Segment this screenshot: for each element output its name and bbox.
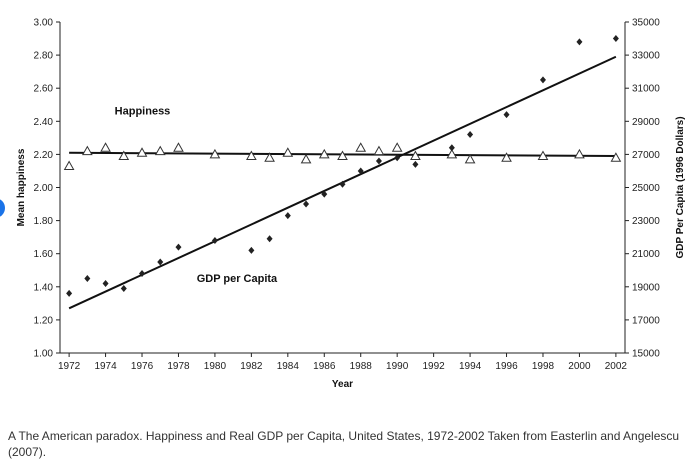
- y2-tick-label: 27000: [632, 150, 660, 161]
- x-axis-title: Year: [332, 379, 353, 390]
- happiness-point: [154, 145, 166, 156]
- gdp-point: [539, 76, 546, 84]
- happiness-point: [410, 150, 421, 161]
- gdp-point: [284, 212, 291, 220]
- gdp-point: [375, 157, 382, 165]
- y-tick-label: 2.40: [34, 117, 54, 128]
- gdp-point: [394, 154, 401, 162]
- y2-tick-label: 15000: [632, 349, 660, 360]
- happiness-point: [118, 150, 130, 161]
- y2-tick-label: 19000: [632, 282, 660, 293]
- happiness-point: [282, 147, 294, 157]
- x-tick-label: 1988: [350, 361, 373, 372]
- y2-tick-label: 31000: [632, 84, 660, 95]
- x-tick-label: 2000: [568, 361, 591, 372]
- gdp-point: [339, 180, 346, 188]
- gdp-point: [503, 111, 510, 119]
- gdp-point: [157, 258, 164, 266]
- gdp-point: [102, 279, 109, 287]
- happiness-point: [100, 142, 111, 152]
- happiness-point: [246, 150, 257, 161]
- gdp-point: [84, 275, 91, 283]
- x-tick-label: 1982: [240, 361, 263, 372]
- happiness-point: [300, 153, 312, 164]
- y2-tick-label: 35000: [632, 18, 660, 29]
- y2-axis-title: GDP Per Capita (1996 Dollars): [675, 116, 686, 258]
- x-tick-label: 1978: [167, 361, 190, 372]
- happiness-point: [501, 152, 512, 162]
- happiness-point: [63, 160, 75, 170]
- y2-tick-label: 23000: [632, 216, 660, 227]
- gdp-point: [66, 289, 73, 297]
- gdp-annotation: GDP per Capita: [197, 273, 278, 285]
- y-tick-label: 1.00: [34, 349, 54, 360]
- happiness-point: [574, 148, 585, 159]
- chart: 1.00 1.20 1.40 1.60 1.80 2.00 2.20 2.40 2.60 2.80…: [16, 18, 686, 391]
- gdp-point: [266, 235, 273, 243]
- gdp-point: [612, 35, 619, 43]
- y-axis-title: Mean happiness: [16, 148, 27, 226]
- y2-tick-label: 33000: [632, 51, 660, 62]
- y-tick-label: 2.20: [34, 150, 54, 161]
- gdp-point: [576, 38, 583, 46]
- happiness-point: [318, 148, 330, 159]
- happiness-point: [173, 142, 184, 152]
- x-tick-label: 1984: [277, 361, 300, 372]
- happiness-point: [337, 150, 348, 161]
- happiness-point: [264, 152, 275, 162]
- gdp-point: [175, 243, 182, 251]
- x-tick-label: 1994: [459, 361, 482, 372]
- gdp-point: [412, 160, 419, 168]
- x-tick-label: 1986: [313, 361, 336, 372]
- happiness-point: [209, 148, 221, 159]
- gdp-point: [357, 167, 364, 175]
- happiness-point: [355, 142, 367, 152]
- happiness-point: [373, 145, 385, 156]
- y-tick-label: 1.40: [34, 282, 54, 293]
- happiness-point: [446, 148, 458, 159]
- y-tick-label: 1.20: [34, 315, 54, 326]
- y-tick-label: 3.00: [34, 18, 54, 29]
- gdp-point: [211, 236, 218, 244]
- x-tick-label: 1992: [423, 361, 446, 372]
- y2-tick-label: 17000: [632, 315, 660, 326]
- gdp-point: [321, 190, 328, 198]
- happiness-point: [391, 142, 403, 152]
- x-tick-label: 1996: [495, 361, 518, 372]
- x-tick-label: 1972: [58, 361, 81, 372]
- x-tick-label: 1990: [386, 361, 409, 372]
- happiness-point: [610, 152, 622, 162]
- y-tick-label: 1.60: [34, 249, 54, 260]
- side-tab-button[interactable]: [0, 198, 5, 218]
- x-tick-label: 1974: [94, 361, 117, 372]
- y2-tick-label: 25000: [632, 183, 660, 194]
- gdp-point: [303, 200, 310, 208]
- chart-caption: A The American paradox. Happiness and Re…: [8, 429, 680, 459]
- x-tick-label: 1998: [532, 361, 555, 372]
- y-tick-label: 2.00: [34, 183, 54, 194]
- gdp-point: [120, 284, 127, 292]
- gdp-point: [248, 246, 255, 254]
- y-tick-label: 1.80: [34, 216, 54, 227]
- y2-tick-label: 29000: [632, 117, 660, 128]
- x-tick-label: 1976: [131, 361, 154, 372]
- happiness-point: [81, 145, 93, 156]
- gdp-point: [467, 131, 474, 139]
- y-tick-label: 2.60: [34, 84, 54, 95]
- gdp-point: [139, 270, 146, 278]
- happiness-point: [537, 150, 549, 161]
- x-tick-label: 2002: [605, 361, 628, 372]
- x-tick-label: 1980: [204, 361, 227, 372]
- y-tick-label: 2.80: [34, 51, 54, 62]
- happiness-point: [136, 147, 148, 157]
- y2-tick-label: 21000: [632, 249, 660, 260]
- happiness-annotation: Happiness: [115, 106, 171, 118]
- gdp-point: [448, 144, 455, 152]
- happiness-point: [464, 153, 476, 164]
